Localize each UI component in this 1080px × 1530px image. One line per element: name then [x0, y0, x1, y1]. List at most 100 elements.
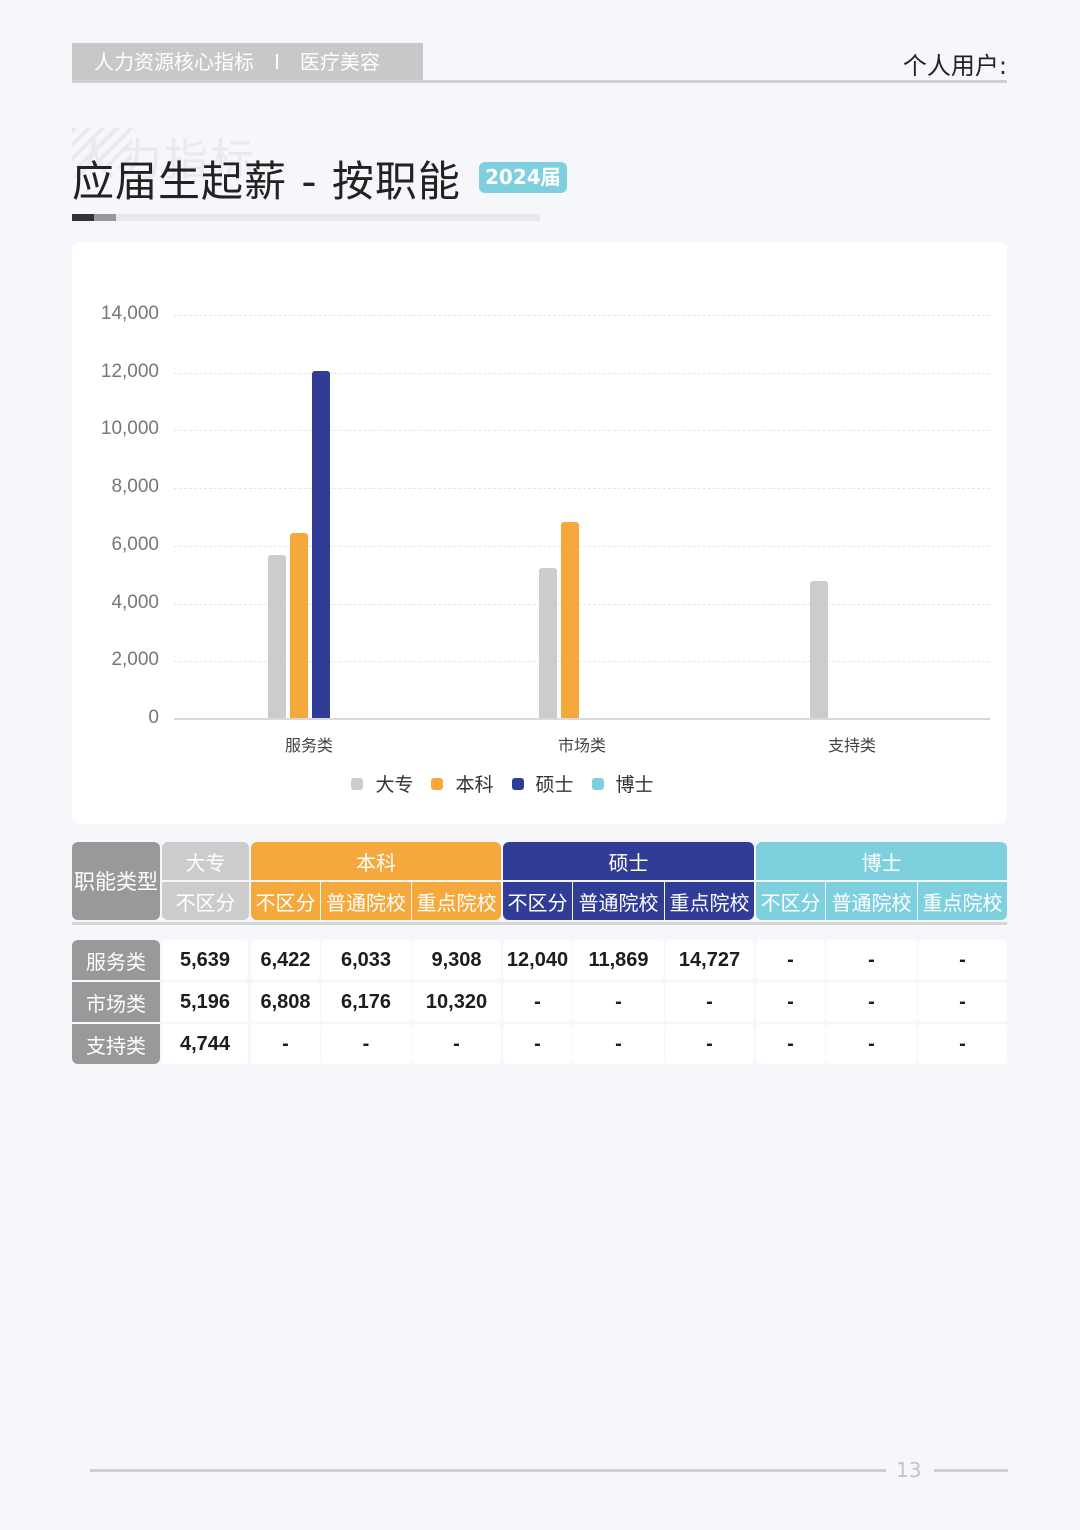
table-cell: -: [503, 1024, 572, 1064]
sub-header: 不区分: [251, 882, 320, 920]
table-cell: 4,744: [162, 1024, 248, 1064]
x-label: 支持类: [827, 736, 877, 755]
table-cell: -: [756, 1024, 825, 1064]
page-title: 应届生起薪 - 按职能: [72, 157, 461, 206]
sub-header: 不区分: [162, 882, 249, 920]
table-cell: 11,869: [573, 940, 664, 980]
page-number: 13: [896, 1458, 922, 1482]
gridline: [174, 315, 990, 316]
row-label-service: 服务类: [72, 940, 160, 980]
y-tick: 14,000: [100, 303, 159, 324]
legend-swatch-icon: [351, 777, 364, 790]
sub-header: 不区分: [503, 882, 572, 920]
sub-header: 普通院校: [573, 882, 664, 920]
bar-本科[interactable]: [561, 521, 579, 718]
table-cell: -: [918, 1024, 1007, 1064]
chart-card: 14,000 12,000 10,000 8,000 6,000 4,000 2…: [72, 242, 1007, 824]
x-label: 市场类: [557, 736, 607, 755]
legend-label: 硕士: [535, 774, 574, 796]
table-cell: 5,196: [162, 982, 248, 1022]
legend-swatch-icon: [591, 777, 604, 790]
table-cell: 14,727: [665, 940, 754, 980]
bar-大专[interactable]: [539, 568, 557, 718]
legend-swatch-icon: [511, 777, 524, 790]
legend-swatch-icon: [431, 777, 444, 790]
sub-header: 重点院校: [665, 882, 754, 920]
table-cell: -: [412, 1024, 501, 1064]
section-name: 人力资源核心指标: [94, 50, 254, 74]
legend-label: 博士: [615, 774, 654, 796]
sub-header: 重点院校: [918, 882, 1007, 920]
table-header-divider: [72, 922, 1007, 925]
table-cell: 6,422: [251, 940, 320, 980]
legend-item-benke[interactable]: 本科: [431, 770, 494, 797]
group-header-benke: 本科: [251, 842, 501, 880]
sub-header: 普通院校: [321, 882, 411, 920]
legend-item-shuoshi[interactable]: 硕士: [511, 770, 574, 797]
chart-legend: 大专 本科 硕士 博士: [72, 770, 1007, 797]
watermark-stripes-icon: [72, 128, 132, 168]
gridline: [174, 430, 990, 431]
gridline: [174, 661, 990, 662]
footer-divider: [90, 1469, 886, 1472]
x-label: 服务类: [284, 736, 334, 755]
corner-header: 职能类型: [72, 842, 160, 920]
table-cell: -: [251, 1024, 320, 1064]
table-cell: 10,320: [412, 982, 501, 1022]
bar-硕士[interactable]: [312, 370, 330, 718]
table-cell: -: [665, 982, 754, 1022]
legend-label: 大专: [375, 774, 414, 796]
gridline: [174, 488, 990, 489]
table-cell: 12,040: [503, 940, 572, 980]
legend-label: 本科: [455, 774, 494, 796]
table-cell: 9,308: [412, 940, 501, 980]
header-divider: [72, 80, 1007, 83]
y-tick: 2,000: [111, 649, 159, 670]
gridline: [174, 373, 990, 374]
group-header-boshi: 博士: [756, 842, 1007, 880]
sub-header: 重点院校: [412, 882, 501, 920]
y-tick: 8,000: [111, 476, 159, 497]
y-tick: 0: [148, 707, 159, 728]
group-header-dazhuan: 大专: [162, 842, 249, 880]
table-cell: -: [665, 1024, 754, 1064]
table-header: 职能类型 大专 不区分 本科 不区分 普通院校 重点院校 硕士 不区分 普通院校…: [72, 842, 1007, 920]
y-tick: 4,000: [111, 592, 159, 613]
row-label-market: 市场类: [72, 982, 160, 1022]
bar-本科[interactable]: [290, 532, 308, 718]
table-cell: -: [503, 982, 572, 1022]
sub-header: 不区分: [756, 882, 825, 920]
gridline: [174, 546, 990, 547]
table-cell: 5,639: [162, 940, 248, 980]
table-cell: -: [826, 982, 917, 1022]
title-watermark: 人力指标: [72, 135, 256, 186]
table-cell: -: [573, 982, 664, 1022]
y-tick: 6,000: [111, 534, 159, 555]
bar-大专[interactable]: [810, 581, 828, 718]
legend-item-boshi[interactable]: 博士: [591, 770, 654, 797]
table-cell: -: [826, 1024, 917, 1064]
y-tick: 12,000: [100, 361, 159, 382]
gridline: [174, 604, 990, 605]
legend-item-dazhuan[interactable]: 大专: [351, 770, 413, 797]
group-header-shuoshi: 硕士: [503, 842, 754, 880]
table-cell: -: [918, 940, 1007, 980]
bar-大专[interactable]: [268, 555, 286, 718]
section-separator: I: [274, 50, 280, 74]
user-label: 个人用户:: [902, 52, 1007, 80]
year-badge: 2024届: [479, 162, 567, 193]
table-cell: -: [573, 1024, 664, 1064]
industry-name: 医疗美容: [299, 50, 380, 74]
footer-divider: [934, 1469, 1008, 1472]
table-cell: 6,033: [321, 940, 411, 980]
section-tab: 人力资源核心指标 I 医疗美容: [72, 43, 423, 82]
x-axis: [174, 718, 990, 720]
title-underline: [72, 214, 540, 221]
table-cell: -: [321, 1024, 411, 1064]
row-label-support: 支持类: [72, 1024, 160, 1064]
table-cell: -: [826, 940, 917, 980]
table-cell: 6,808: [251, 982, 320, 1022]
table-cell: -: [918, 982, 1007, 1022]
table-cell: -: [756, 940, 825, 980]
